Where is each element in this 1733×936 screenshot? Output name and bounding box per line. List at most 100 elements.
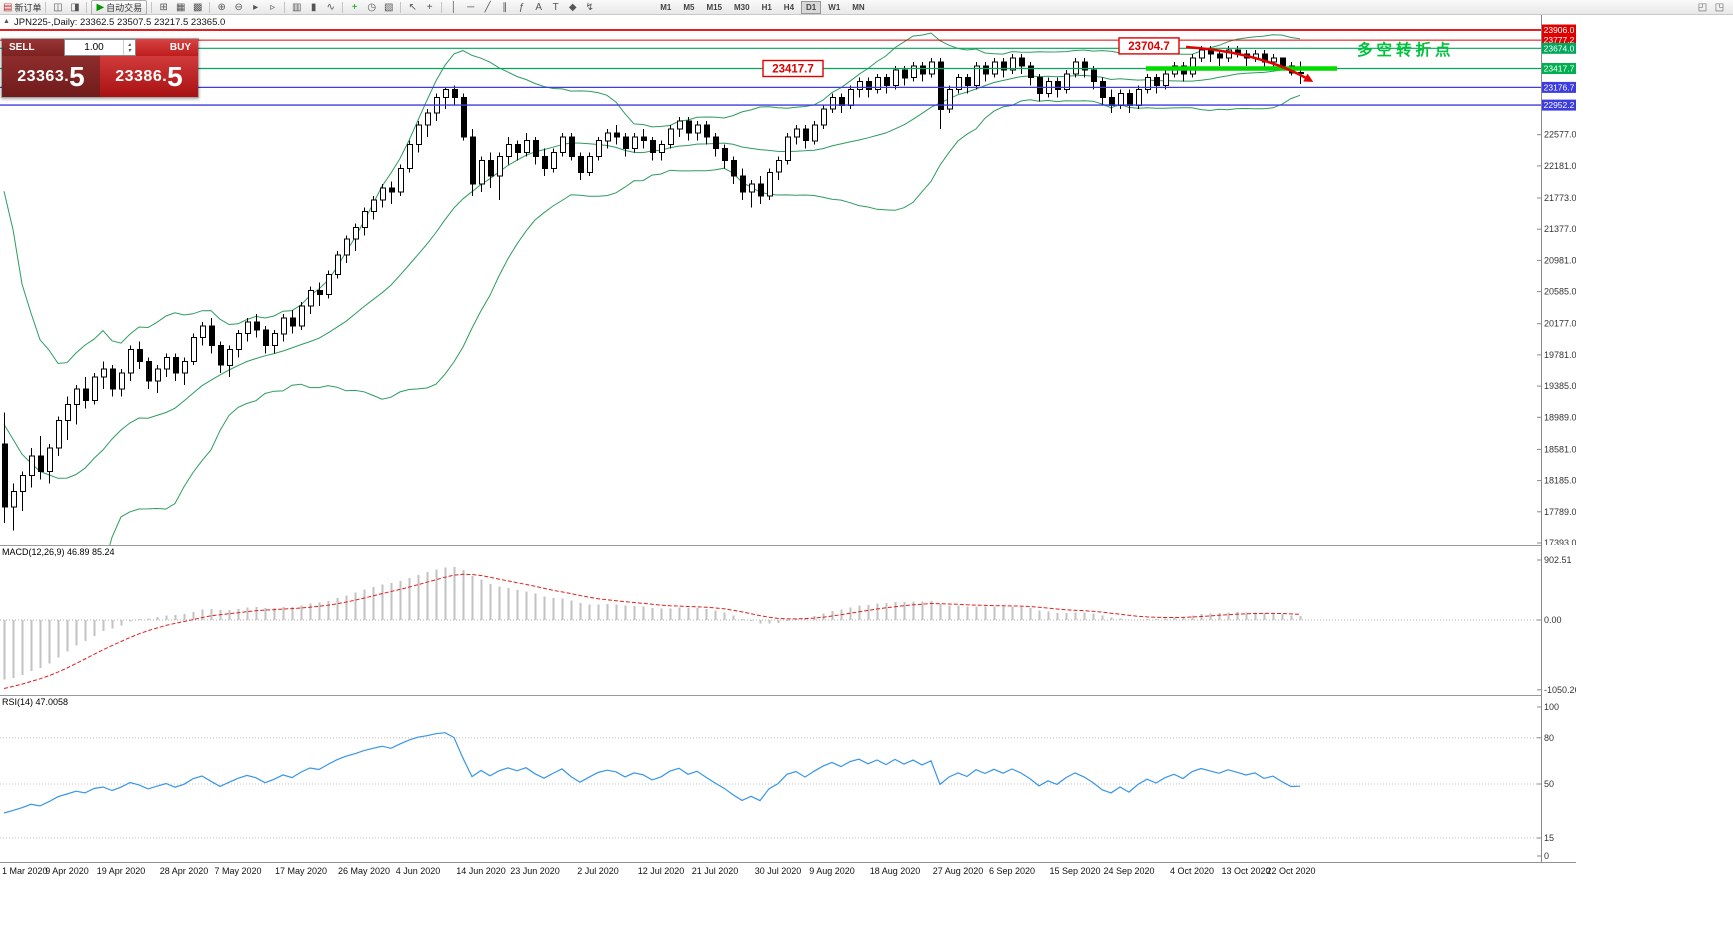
timeframe-D1[interactable]: D1 [801, 0, 822, 14]
rsi-indicator-panel[interactable]: 100 80 50 15 0 [0, 695, 1576, 862]
price-label-23417-text: 23417.7 [772, 64, 814, 76]
shapes-icon[interactable]: ◆ [565, 1, 580, 14]
macd-scale-label: -1050.26 [1544, 685, 1576, 695]
horizontal-line-icon[interactable]: ─ [463, 1, 478, 14]
cursor-icon-glyph: ↖ [408, 1, 417, 13]
bollinger-lower-band [109, 94, 1301, 545]
candles[interactable] [2, 45, 1304, 531]
channel-icon[interactable]: ∥ [497, 1, 512, 14]
date-label: 18 Aug 2020 [869, 866, 921, 876]
bollinger-middle-band [3, 66, 1301, 479]
panel-toggle-right-icon[interactable]: ◳ [1714, 2, 1725, 13]
toolbar: ▤ 新订单 ◫ ◨ ▶ 自动交易 ⊞ ▦ ▩ ⊕ ⊖ ▸ ▹ ▥ ▮ ∿ + ◷ ▧ ↖ + │ ─ ╱ ∥ ƒ A T ◆ ↯ M1 M5 M… [0, 0, 1733, 15]
vertical-line-icon[interactable]: │ [446, 1, 461, 14]
price-tag-text: 22952.2 [1544, 100, 1575, 110]
toolbar-separator [209, 1, 211, 13]
templates-icon[interactable]: ▧ [381, 1, 396, 14]
arrows-icon[interactable]: ↯ [582, 1, 597, 14]
line-chart-icon-glyph: ∿ [326, 1, 335, 13]
date-label: 12 Jul 2020 [637, 866, 685, 876]
time-axis[interactable]: 1 Mar 2020 9 Apr 2020 19 Apr 2020 28 Apr 20… [0, 862, 1576, 882]
lot-stepper[interactable]: ▴ ▾ [123, 40, 135, 55]
lot-increase-icon[interactable]: ▴ [127, 41, 131, 48]
sell-button[interactable]: SELL [2, 39, 64, 56]
autotrading-button[interactable]: ▶ 自动交易 [91, 0, 148, 15]
zoom-in-icon[interactable]: ⊕ [214, 1, 229, 14]
rsi-scale-label: 15 [1544, 833, 1554, 843]
macd-signal-line [3, 573, 1301, 689]
trendline-icon-glyph: ╱ [484, 1, 491, 13]
main-price-chart[interactable]: 23417.7 23704.7 多空转折点 22577.0 22181.0 21773.0… [0, 15, 1576, 545]
date-label: 14 Jun 2020 [456, 866, 506, 876]
vertical-line-icon-glyph: │ [450, 1, 457, 13]
date-label: 15 Sep 2020 [1049, 866, 1101, 876]
indicators-icon[interactable]: + [347, 1, 362, 14]
price-scale-label: 20981.0 [1544, 255, 1576, 265]
timeframe-M1[interactable]: M1 [660, 2, 672, 12]
date-label: 9 Apr 2020 [45, 866, 89, 876]
timeframe-H4[interactable]: H4 [783, 2, 795, 12]
tile-windows-icon[interactable]: ▦ [173, 1, 188, 14]
new-order-icon[interactable]: ▤ 新订单 [3, 1, 41, 14]
auto-scroll-icon-glyph: ▸ [253, 1, 259, 13]
autotrading-button-label: 自动交易 [106, 2, 143, 13]
line-chart-icon[interactable]: ∿ [323, 1, 338, 14]
lot-size-value[interactable]: 1.00 [84, 42, 104, 53]
cascade-windows-icon[interactable]: ▩ [190, 1, 205, 14]
zoom-out-icon[interactable]: ⊖ [231, 1, 246, 14]
bearish-arrow[interactable] [1185, 45, 1309, 81]
chart-shift-icon[interactable]: ▹ [265, 1, 280, 14]
charts-icon[interactable]: ◫ [50, 1, 65, 14]
lot-decrease-icon[interactable]: ▾ [127, 47, 131, 54]
cascade-windows-icon-glyph: ▩ [192, 1, 203, 13]
price-scale[interactable] [1541, 15, 1576, 545]
panel-toggle-left-icon[interactable]: ◰ [1697, 2, 1708, 13]
cursor-icon[interactable]: ↖ [405, 1, 420, 14]
timeframe-M15[interactable]: M15 [706, 2, 722, 12]
trendline-icon[interactable]: ╱ [480, 1, 495, 14]
profiles-icon-glyph: ◨ [70, 1, 80, 13]
timeframe-M5[interactable]: M5 [683, 2, 695, 12]
text-icon[interactable]: A [531, 1, 546, 14]
fibonacci-icon[interactable]: ƒ [514, 1, 529, 14]
toolbar-separator [400, 1, 402, 13]
price-scale-label: 18581.0 [1544, 444, 1576, 454]
price-label-23417[interactable] [762, 59, 824, 78]
date-label: 30 Jul 2020 [754, 866, 802, 876]
buy-price[interactable]: 23386. 5 [100, 56, 198, 97]
auto-scroll-icon[interactable]: ▸ [248, 1, 263, 14]
timeframe-H1[interactable]: H1 [761, 2, 772, 12]
bar-chart-icon[interactable]: ▥ [289, 1, 304, 14]
turning-point-text[interactable]: 多空转折点 [1357, 40, 1455, 59]
profiles-icon[interactable]: ◨ [67, 1, 82, 14]
price-scale-label: 22577.0 [1544, 130, 1576, 140]
new-chart-icon[interactable]: ⊞ [156, 1, 171, 14]
periods-icon[interactable]: ◷ [364, 1, 379, 14]
candlestick-icon-glyph: ▮ [310, 1, 317, 13]
toolbar-separator [45, 1, 47, 13]
timeframe-MN[interactable]: MN [852, 2, 865, 12]
lot-size-field[interactable]: 1.00 ▴ ▾ [64, 39, 136, 56]
timeframe-W1[interactable]: W1 [828, 2, 841, 12]
macd-indicator-panel[interactable]: 902.51 0.00 -1050.26 [0, 545, 1576, 695]
horizontal-line-icon-glyph: ─ [467, 1, 475, 13]
text-label-icon[interactable]: T [548, 1, 563, 14]
candlestick-icon[interactable]: ▮ [306, 1, 321, 14]
price-tag [1542, 63, 1576, 74]
text-icon-glyph: A [535, 1, 543, 13]
price-label-23704-text: 23704.7 [1128, 41, 1170, 53]
date-label: 7 May 2020 [214, 866, 262, 876]
macd-label: MACD(12,26,9) 46.89 85.24 [2, 547, 115, 557]
toolbar-separator [284, 1, 286, 13]
sell-price[interactable]: 23363. 5 [2, 56, 100, 97]
crosshair-icon[interactable]: + [422, 1, 437, 14]
templates-icon-glyph: ▧ [383, 1, 394, 13]
price-tag-text: 23176.7 [1544, 82, 1575, 92]
buy-button-label: BUY [169, 42, 191, 53]
buy-button[interactable]: BUY [136, 39, 198, 56]
timeframe-M30[interactable]: M30 [734, 2, 750, 12]
oct-toggle-icon[interactable]: ▲ [3, 18, 10, 25]
price-label-23704[interactable] [1118, 37, 1180, 55]
price-scale-label: 19385.0 [1544, 381, 1576, 391]
price-tag [1542, 99, 1576, 111]
